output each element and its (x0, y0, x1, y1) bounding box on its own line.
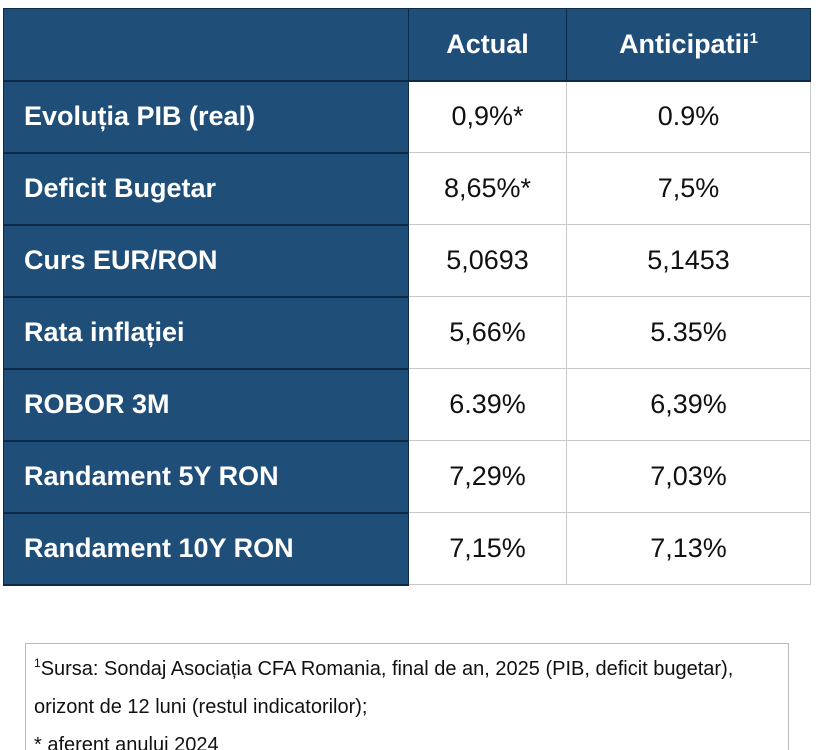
value-cell: 0,9%* (408, 80, 567, 153)
value-cell: 7,15% (408, 512, 567, 585)
header-row: Actual Anticipatii1 (3, 8, 811, 82)
value-cell: 0.9% (566, 80, 811, 153)
footnote-line: 1Sursa: Sondaj Asociația CFA Romania, fi… (34, 650, 778, 726)
header-note: 1 (749, 29, 758, 47)
value-cell: 7,5% (566, 152, 811, 225)
table-row: Evoluția PIB (real) 0,9%* 0.9% (3, 80, 811, 154)
value-cell: 5,66% (408, 296, 567, 369)
value-cell: 6,39% (566, 368, 811, 441)
footnote-line: * aferent anului 2024 (34, 734, 219, 750)
table-row: Randament 10Y RON 7,15% 7,13% (3, 512, 811, 586)
value-cell: 5,0693 (408, 224, 567, 297)
footnote-text: Sursa: Sondaj Asociația CFA Romania, fin… (34, 658, 734, 718)
table-row: Rata inflației 5,66% 5.35% (3, 296, 811, 370)
table-row: ROBOR 3M 6.39% 6,39% (3, 368, 811, 442)
header-cell: Actual (408, 8, 567, 82)
value-cell: 8,65%* (408, 152, 567, 225)
value-cell: 6.39% (408, 368, 567, 441)
row-label: ROBOR 3M (3, 368, 409, 442)
header-cell: Anticipatii1 (566, 8, 811, 82)
value-cell: 5.35% (566, 296, 811, 369)
indicator-table: Actual Anticipatii1 Evoluția PIB (real) 0… (3, 8, 811, 586)
value-cell: 7,03% (566, 440, 811, 513)
row-label: Randament 5Y RON (3, 440, 409, 514)
footnote: 1Sursa: Sondaj Asociația CFA Romania, fi… (25, 643, 789, 750)
header-blank (3, 8, 409, 82)
table-row: Randament 5Y RON 7,29% 7,03% (3, 440, 811, 514)
row-label: Rata inflației (3, 296, 409, 370)
value-cell: 7,13% (566, 512, 811, 585)
header-text: Anticipatii (619, 28, 750, 59)
table-row: Curs EUR/RON 5,0693 5,1453 (3, 224, 811, 298)
row-label: Evoluția PIB (real) (3, 80, 409, 154)
table-row: Deficit Bugetar 8,65%* 7,5% (3, 152, 811, 226)
row-label: Randament 10Y RON (3, 512, 409, 586)
value-cell: 7,29% (408, 440, 567, 513)
value-cell: 5,1453 (566, 224, 811, 297)
footnote-marker: 1 (34, 656, 41, 670)
row-label: Deficit Bugetar (3, 152, 409, 226)
row-label: Curs EUR/RON (3, 224, 409, 298)
